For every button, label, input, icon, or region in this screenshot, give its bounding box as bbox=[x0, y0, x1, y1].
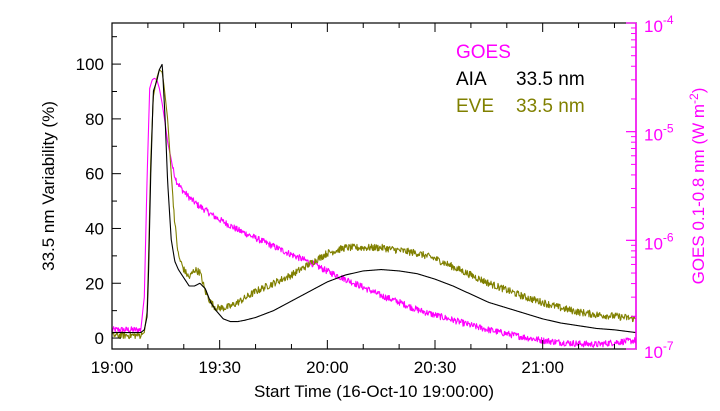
left-y-tick-label: 60 bbox=[85, 165, 104, 184]
right-y-axis-title: GOES 0.1-0.8 nm (W m-2) bbox=[687, 88, 708, 285]
left-y-axis: 0 20 40 60 80 100 bbox=[76, 36, 121, 348]
plot-lines bbox=[111, 63, 637, 348]
legend-entry-eve-detail: 33.5 nm bbox=[516, 96, 585, 117]
legend-entry-aia-detail: 33.5 nm bbox=[516, 69, 585, 90]
right-y-tick-exponent: -7 bbox=[663, 339, 674, 353]
right-y-tick-base: 10 bbox=[644, 17, 663, 36]
right-y-tick-label: 10-5 bbox=[644, 122, 674, 145]
right-y-tick-base: 10 bbox=[644, 126, 663, 145]
right-y-tick-exponent: -5 bbox=[663, 122, 674, 136]
x-tick-label: 21:00 bbox=[521, 358, 564, 377]
left-y-tick-label: 20 bbox=[85, 274, 104, 293]
x-tick-label: 19:00 bbox=[91, 358, 134, 377]
x-tick-label: 20:30 bbox=[414, 358, 457, 377]
right-y-tick-label: 10-7 bbox=[644, 339, 674, 362]
left-y-tick-label: 100 bbox=[76, 55, 104, 74]
x-tick-label: 19:30 bbox=[198, 358, 241, 377]
right-y-tick-exponent: -6 bbox=[663, 230, 674, 244]
left-y-tick-label: 80 bbox=[85, 110, 104, 129]
legend-entry-aia: AIA bbox=[456, 69, 487, 90]
x-axis: 19:00 19:30 20:00 20:30 21:00 bbox=[91, 23, 615, 377]
right-y-axis: 10-710-610-510-4 bbox=[626, 13, 674, 362]
left-y-tick-label: 0 bbox=[95, 329, 104, 348]
x-tick-label: 20:00 bbox=[306, 358, 349, 377]
right-y-axis-title-sup: -2 bbox=[687, 93, 701, 104]
right-y-tick-label: 10-6 bbox=[644, 230, 674, 253]
right-y-tick-exponent: -4 bbox=[663, 13, 674, 27]
right-y-axis-title-suffix: ) bbox=[689, 88, 708, 94]
left-y-axis-title: 33.5 nm Variability (%) bbox=[39, 101, 58, 271]
x-axis-title: Start Time (16-Oct-10 19:00:00) bbox=[254, 382, 494, 401]
right-y-tick-label: 10-4 bbox=[644, 13, 674, 36]
series-line-eve-33-5-nm bbox=[111, 69, 636, 340]
series-line-aia-33-5-nm bbox=[111, 63, 636, 334]
right-y-axis-title-prefix: GOES 0.1-0.8 nm (W m bbox=[689, 104, 708, 284]
legend-entry-eve: EVE bbox=[456, 96, 494, 117]
series-line-goes bbox=[111, 77, 637, 348]
legend: GOES AIA 33.5 nm EVE 33.5 nm bbox=[456, 42, 585, 117]
right-y-tick-base: 10 bbox=[644, 343, 663, 362]
left-y-tick-label: 40 bbox=[85, 219, 104, 238]
legend-entry-goes: GOES bbox=[456, 42, 511, 63]
right-y-tick-base: 10 bbox=[644, 234, 663, 253]
